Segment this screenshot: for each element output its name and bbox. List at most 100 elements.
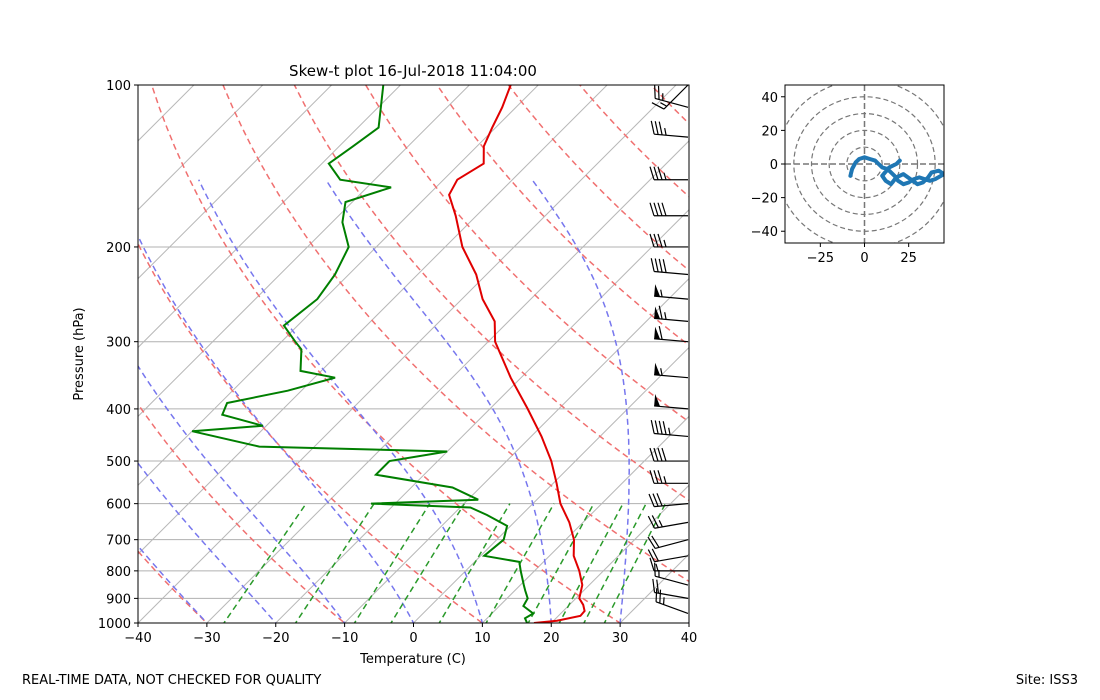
skewt-gridlines [0, 60, 1100, 634]
barb-full [656, 579, 660, 594]
y-tick-label: 200 [106, 241, 131, 256]
isotherm-30 [619, 553, 689, 623]
skewt-frame [137, 84, 690, 624]
isotherm--40 [138, 85, 677, 623]
barb-shaft [654, 591, 689, 599]
barb-full [658, 326, 663, 340]
y-tick-label: 900 [106, 592, 131, 607]
barb-shaft [663, 84, 689, 110]
barb-full [654, 121, 659, 135]
barb-half [660, 368, 663, 376]
isotherm--90 [138, 85, 333, 280]
wind-barb [647, 548, 689, 563]
barb-half [664, 312, 667, 320]
barb-full [657, 202, 663, 216]
barb-full [657, 447, 663, 462]
barb-full [649, 166, 655, 180]
barb-shaft [654, 295, 689, 300]
hodograph-rings [785, 85, 944, 243]
barb-shaft [655, 97, 689, 108]
skewt-axis-ticks: −40 −30 −20 −10 0 10 20 30 40 100 200 300 400 500 600 7… [98, 79, 697, 646]
barb-full [647, 515, 656, 529]
barb-full [653, 233, 659, 248]
barb-flag [654, 326, 661, 340]
wind-barb [649, 233, 688, 248]
isotherm--20 [275, 209, 689, 623]
hodograph-axis-ticks: −25 0 25 −40 −20 0 20 40 [751, 91, 917, 266]
dry-adiabat [723, 85, 1100, 634]
moist-adiabat [531, 179, 630, 623]
dry-adiabat [293, 85, 689, 502]
barb-full [653, 166, 659, 180]
data-quality-notice: REAL-TIME DATA, NOT CHECKED FOR QUALITY [22, 673, 322, 688]
barb-half [663, 239, 667, 248]
moist-adiabat [138, 461, 277, 623]
mixing-ratio-line [353, 503, 431, 623]
mixing-ratio-line [527, 503, 595, 623]
dry-adiabat [138, 402, 346, 623]
isotherm-40 [688, 622, 689, 623]
y-tick-label: 100 [106, 79, 131, 94]
barb-full [656, 493, 663, 507]
x-tick-label: 20 [543, 631, 560, 646]
hodograph-panel: −25 0 25 −40 −20 0 20 40 [751, 84, 945, 266]
barb-full [655, 588, 658, 602]
barb-full [662, 421, 667, 435]
barb-full [658, 420, 663, 435]
wind-barb [654, 284, 689, 300]
hodo-y-tick-label: 20 [761, 124, 778, 139]
barb-flag [654, 284, 661, 297]
barb-full [648, 493, 655, 507]
mixing-ratio-line [390, 503, 466, 623]
x-tick-label: 10 [474, 631, 491, 646]
wind-barb [649, 202, 688, 217]
hodo-x-tick-label: −25 [807, 251, 834, 266]
wind-barb [654, 326, 689, 343]
wind-barb [654, 305, 689, 322]
x-tick-label: 0 [409, 631, 417, 646]
isotherm-20 [550, 484, 689, 623]
barb-full [651, 535, 660, 548]
y-tick-label: 600 [106, 498, 131, 513]
barb-half [660, 289, 663, 297]
x-axis-label: Temperature (C) [359, 652, 466, 667]
barb-full [650, 420, 655, 434]
barb-flag [654, 362, 661, 376]
barb-half [668, 427, 671, 435]
barb-full [649, 447, 655, 462]
isotherm--140 [0, 60, 12, 634]
barb-full [653, 470, 659, 484]
wind-barb [654, 562, 689, 586]
x-tick-label: −20 [262, 631, 289, 646]
barb-half [664, 127, 667, 136]
barb-half [663, 476, 667, 484]
dry-adiabat [150, 85, 622, 623]
barb-shaft [654, 133, 689, 138]
barb-flag [654, 306, 661, 319]
barb-shaft [654, 521, 689, 529]
hodograph-wind-trace [848, 155, 944, 187]
barb-half [655, 563, 659, 572]
hodograph-trace [848, 155, 944, 187]
wind-barb [650, 258, 689, 276]
barb-full [652, 578, 656, 593]
barb-full [649, 557, 655, 572]
dry-adiabat [138, 242, 484, 623]
barb-full [662, 259, 667, 273]
wind-barb [649, 166, 688, 181]
hodo-y-tick-label: −40 [751, 225, 778, 240]
y-tick-label: 700 [106, 534, 131, 549]
y-tick-label: 400 [106, 403, 131, 418]
hodo-x-tick-label: 25 [900, 251, 917, 266]
hodo-y-tick-label: 0 [770, 158, 778, 173]
barb-full [657, 233, 663, 248]
wind-barb [649, 557, 688, 572]
y-axis-label: Pressure (hPa) [72, 307, 87, 400]
barb-flag [654, 393, 661, 407]
barb-full [647, 536, 656, 549]
hodo-y-tick-label: 40 [761, 91, 778, 106]
moist-adiabat [325, 179, 553, 623]
barb-full [651, 102, 665, 110]
barb-full [653, 202, 659, 216]
